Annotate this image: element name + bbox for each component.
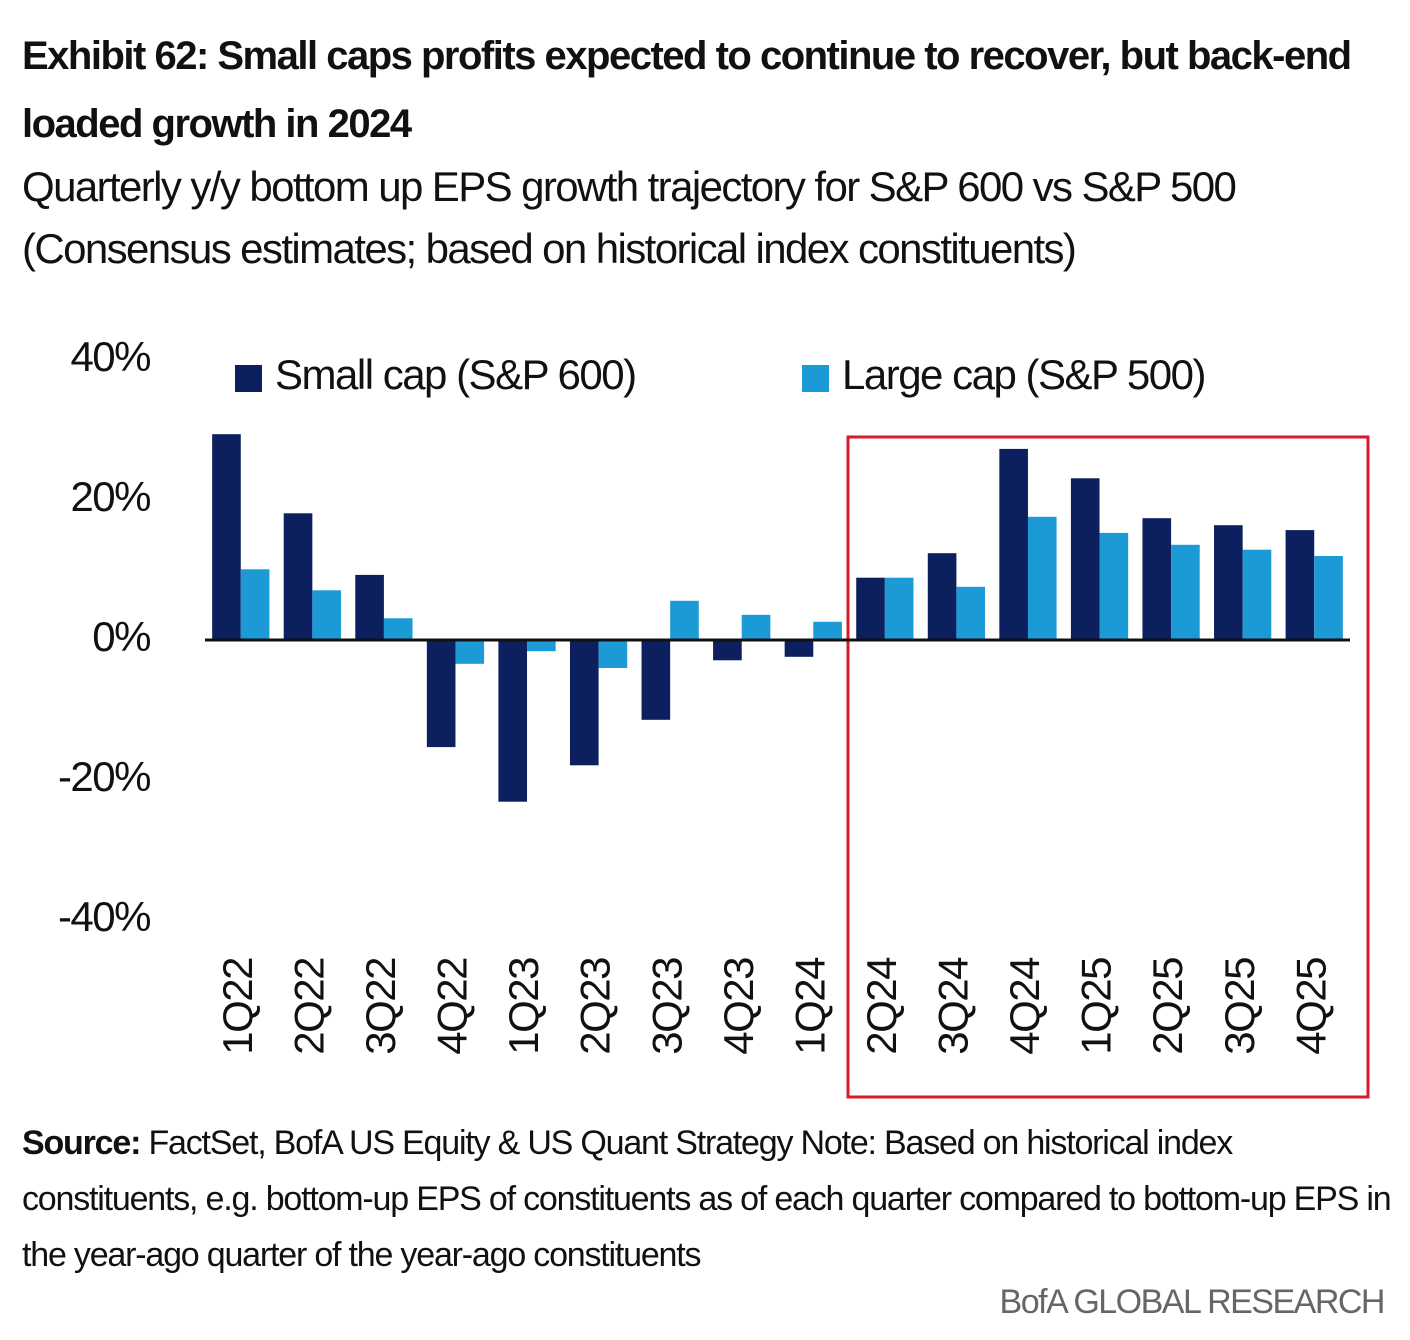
bar [1214,525,1243,640]
bar [569,640,599,766]
highlight-box [846,435,1370,1099]
bar [1171,544,1200,640]
x-tick-label: 1Q24 [786,957,833,1055]
bar [784,640,814,657]
x-tick-label: 3Q23 [643,958,690,1055]
x-tick-label: 3Q25 [1216,958,1263,1055]
x-tick-label: 2Q22 [285,958,332,1055]
x-tick-label: 4Q25 [1287,958,1334,1055]
bar [956,586,986,640]
bar [355,574,384,640]
x-tick-label: 2Q23 [572,958,619,1055]
x-tick-label: 3Q24 [930,957,977,1055]
x-tick-label: 2Q25 [1144,958,1191,1055]
x-tick-label: 1Q25 [1073,958,1120,1055]
legend-label: Large cap (S&P 500) [842,351,1205,398]
bar [670,600,699,640]
x-tick-label: 1Q23 [500,958,547,1055]
source-text: FactSet, BofA US Equity & US Quant Strat… [22,1124,1392,1274]
source-note: Source: FactSet, BofA US Equity & US Qua… [22,1115,1392,1283]
bar [1242,549,1272,640]
legend-label: Small cap (S&P 600) [275,351,636,398]
bar [312,590,341,640]
y-tick-label: 40% [70,333,150,380]
bar [1285,530,1315,640]
x-tick-label: 2Q24 [858,957,905,1055]
bar [498,640,528,802]
bar [527,640,556,652]
bar [598,640,628,668]
bar [713,640,742,661]
bar [283,513,313,640]
legend-swatch [802,365,829,392]
x-tick-label: 4Q22 [429,958,476,1055]
chart-subtitle: Quarterly y/y bottom up EPS growth traje… [22,163,1237,272]
y-tick-label: -20% [58,753,150,800]
bar [741,614,771,640]
bar [1070,478,1100,640]
bar [641,640,671,720]
legend-swatch [235,365,262,392]
bar [212,434,241,640]
branding: BofA GLOBAL RESEARCH [999,1283,1386,1321]
source-label: Source: [22,1124,141,1162]
chart-title: Exhibit 62: Small caps profits expected … [22,34,1352,146]
y-tick-label: 0% [92,613,150,660]
bar [1142,518,1172,640]
bar [383,618,413,640]
x-tick-label: 4Q24 [1001,957,1048,1055]
bar [927,553,957,640]
x-tick-label: 3Q22 [357,958,404,1055]
bar [813,621,842,640]
y-tick-label: 20% [70,473,150,520]
bar [1027,516,1057,640]
y-tick-label: -40% [58,893,150,940]
bar [1099,532,1129,640]
bar [455,640,485,664]
bar [426,640,456,748]
bar [999,448,1028,640]
bar [240,569,270,640]
x-tick-label: 4Q23 [715,958,762,1055]
bar [884,577,914,640]
bar [1314,556,1343,640]
x-tick-label: 1Q22 [214,958,261,1055]
bar [856,577,885,640]
